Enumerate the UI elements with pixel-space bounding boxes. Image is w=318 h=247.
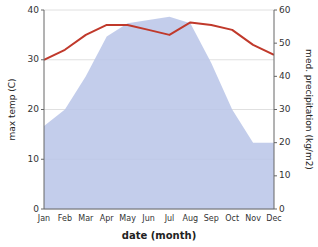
y2-tick-label: 50 [279, 38, 291, 48]
y2-axis-label: med. precipitation (kg/m2) [304, 49, 314, 170]
y2-tick-label: 60 [279, 5, 291, 15]
grid-line [44, 209, 274, 210]
y2-tick-label: 0 [279, 204, 285, 214]
axes: 0 10 20 30 40 0 10 20 30 40 50 60 Jan Feb Mar Apr May Jun… [28, 5, 291, 224]
y2-tick [274, 209, 277, 210]
x-axis-label: date (month) [122, 230, 196, 241]
x-tick-label: Oct [225, 214, 239, 223]
y2-tick [274, 142, 277, 143]
y2-tick [274, 175, 277, 176]
x-tick-label: Jun [141, 214, 155, 223]
temperature-line [44, 22, 274, 59]
y-tick-label: 10 [28, 154, 40, 164]
y2-tick [274, 109, 277, 110]
x-tick-label: Sep [204, 214, 219, 223]
plot-area [44, 17, 274, 209]
x-tick-label: Aug [183, 214, 199, 223]
y-tick-label: 0 [33, 204, 39, 214]
y-tick-label: 30 [28, 54, 40, 64]
x-axis-line [44, 209, 274, 210]
x-tick-label: Dec [266, 214, 281, 223]
y2-tick [274, 10, 277, 11]
y-tick-label: 40 [28, 5, 40, 15]
y-tick [41, 109, 44, 110]
y-tick [41, 59, 44, 60]
x-tick-label: Mar [78, 214, 94, 223]
x-tick-label: Jan [37, 214, 50, 223]
y2-tick [274, 43, 277, 44]
y-axis-label: max temp (C) [7, 78, 17, 140]
y2-tick-label: 30 [279, 104, 291, 114]
x-tick-label: Apr [100, 214, 115, 223]
grid-line [44, 10, 274, 11]
y-tick-label: 20 [28, 104, 40, 114]
grid [44, 10, 274, 209]
x-tick-label: Jul [164, 214, 175, 223]
x-tick-label: Nov [245, 214, 261, 223]
y2-tick-label: 10 [279, 170, 291, 180]
y-tick [41, 10, 44, 11]
y2-tick-label: 40 [279, 71, 291, 81]
y-tick [41, 159, 44, 160]
y-tick [41, 209, 44, 210]
x-tick-label: May [119, 214, 136, 223]
x-tick-label: Feb [58, 214, 72, 223]
y2-tick-label: 20 [279, 137, 291, 147]
chart: 0 10 20 30 40 0 10 20 30 40 50 60 Jan Feb Mar Apr May Jun… [0, 0, 318, 247]
y2-tick [274, 76, 277, 77]
precipitation-area [44, 17, 274, 209]
